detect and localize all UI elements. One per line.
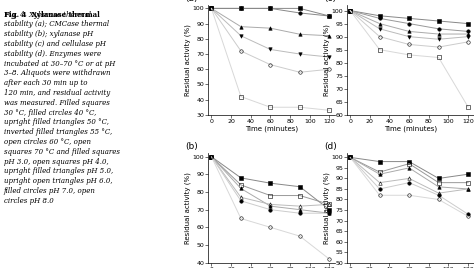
Text: (c): (c)	[324, 0, 337, 3]
Y-axis label: Residual activity (%): Residual activity (%)	[324, 24, 330, 96]
X-axis label: Time (minutes): Time (minutes)	[246, 125, 299, 132]
Text: (b): (b)	[186, 142, 199, 151]
Y-axis label: Residual activity (%): Residual activity (%)	[185, 172, 191, 244]
X-axis label: Time (minutes): Time (minutes)	[384, 125, 437, 132]
Text: (d): (d)	[324, 142, 337, 151]
Y-axis label: Residual activity (%): Residual activity (%)	[324, 172, 330, 244]
Text: Fig. 4  Xylanase thermal
stability (a); CMCase thermal
stability (b); xylanase p: Fig. 4 Xylanase thermal stability (a); C…	[4, 10, 120, 205]
Text: (a): (a)	[186, 0, 198, 3]
Y-axis label: Residual activity (%): Residual activity (%)	[185, 24, 191, 96]
Text: Fig. 4  Xylanase thermal: Fig. 4 Xylanase thermal	[4, 10, 100, 18]
